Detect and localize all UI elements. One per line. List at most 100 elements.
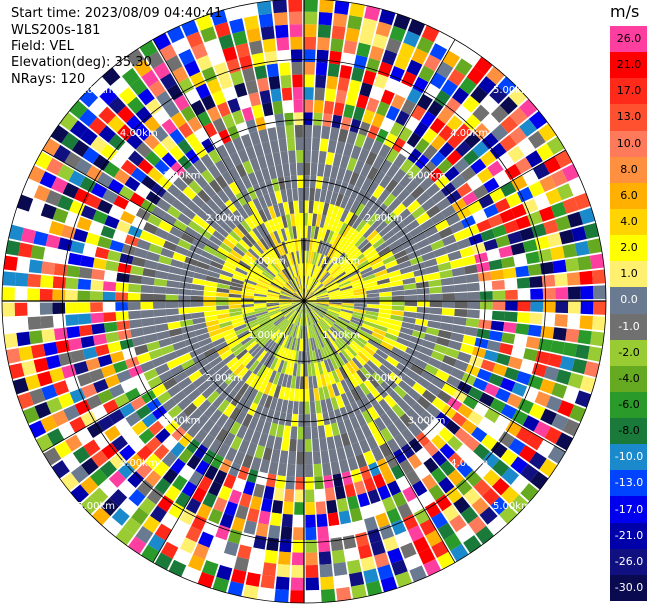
ray-gate	[409, 565, 427, 583]
ray-gate	[335, 368, 344, 382]
ray-gate	[389, 319, 403, 327]
ray-gate	[361, 177, 373, 192]
ray-gate	[329, 302, 342, 305]
ray-gate	[254, 288, 268, 294]
ray-gate	[125, 411, 142, 427]
ray-gate	[219, 320, 233, 329]
ray-gate	[331, 218, 340, 232]
ray-gate	[245, 79, 259, 95]
ray-gate	[391, 403, 406, 418]
ray-gate	[513, 253, 528, 267]
ray-gate	[284, 361, 291, 375]
ray-gate	[54, 440, 72, 459]
ray-gate	[366, 435, 379, 451]
ray-gate	[574, 192, 591, 210]
ray-gate	[169, 364, 185, 377]
ray-gate	[351, 232, 363, 245]
ray-gate	[313, 265, 320, 278]
ray-gate	[173, 370, 188, 384]
ray-gate	[202, 449, 216, 465]
ray-gate	[151, 183, 167, 198]
ray-gate	[111, 507, 130, 526]
ray-gate	[476, 219, 492, 233]
ray-gate	[14, 287, 28, 301]
ray-gate	[242, 311, 256, 318]
ray-gate	[278, 411, 287, 426]
ray-gate	[119, 402, 136, 418]
ray-gate	[162, 397, 177, 412]
ray-gate	[292, 225, 298, 239]
ray-gate	[64, 302, 78, 314]
ray-gate	[542, 287, 556, 300]
ray-gate	[197, 399, 212, 414]
ray-gate	[474, 56, 493, 75]
ray-gate	[288, 0, 303, 12]
ray-gate	[477, 417, 494, 433]
ray-gate	[393, 341, 408, 352]
ray-gate	[587, 346, 603, 362]
ray-gate	[46, 157, 64, 176]
ray-gate	[315, 306, 327, 313]
ray-gate	[270, 312, 283, 320]
ray-gate	[348, 247, 360, 259]
ray-gate	[70, 240, 85, 254]
ray-gate	[457, 351, 472, 364]
ray-gate	[392, 168, 407, 184]
ray-gate	[313, 112, 323, 126]
ray-gate	[365, 249, 378, 260]
ray-gate	[316, 49, 329, 64]
ray-gate	[479, 281, 493, 291]
ray-gate	[315, 62, 328, 76]
ray-gate	[66, 265, 81, 278]
ray-gate	[2, 302, 15, 317]
ray-gate	[372, 352, 386, 364]
ray-gate	[359, 366, 372, 379]
ray-gate	[310, 324, 316, 338]
ray-gate	[79, 108, 98, 127]
ray-gate	[312, 438, 320, 452]
ray-gate	[204, 38, 221, 55]
ray-gate	[269, 396, 278, 411]
ray-gate	[314, 287, 326, 295]
ray-gate	[429, 301, 443, 308]
ray-gate	[294, 301, 304, 310]
ray-gate	[107, 250, 122, 262]
ray-gate	[435, 336, 450, 347]
ray-gate	[462, 191, 478, 206]
ray-gate	[253, 483, 265, 498]
ray-gate	[441, 382, 457, 397]
ray-gate	[240, 133, 253, 149]
ray-gate	[503, 322, 517, 334]
ray-gate	[278, 319, 289, 331]
ray-gate	[388, 389, 402, 404]
ray-gate	[93, 432, 111, 449]
ray-gate	[239, 492, 252, 508]
ray-gate	[258, 209, 268, 223]
ray-gate	[304, 301, 314, 310]
ray-gate	[429, 286, 443, 294]
ray-gate	[298, 276, 302, 289]
ray-gate	[268, 308, 281, 315]
ray-gate	[145, 150, 161, 167]
ray-gate	[531, 362, 548, 378]
ray-gate	[218, 129, 232, 145]
ray-gate	[335, 89, 348, 104]
ray-gate	[256, 283, 269, 290]
ray-gate	[593, 285, 606, 300]
ray-gate	[476, 368, 492, 382]
ray-gate	[500, 486, 520, 505]
ray-gate	[72, 446, 91, 464]
ray-gate	[413, 324, 428, 333]
ray-gate	[318, 11, 333, 26]
ray-gate	[128, 536, 147, 555]
ray-gate	[256, 77, 270, 92]
ray-gate	[291, 297, 304, 301]
ray-gate	[411, 205, 426, 219]
ray-gate	[528, 110, 548, 130]
ray-gate	[453, 316, 467, 326]
ray-gate	[421, 389, 437, 404]
ray-gate	[378, 225, 392, 238]
ray-gate	[236, 329, 250, 339]
ray-gate	[258, 510, 271, 525]
ray-gate	[140, 284, 154, 294]
